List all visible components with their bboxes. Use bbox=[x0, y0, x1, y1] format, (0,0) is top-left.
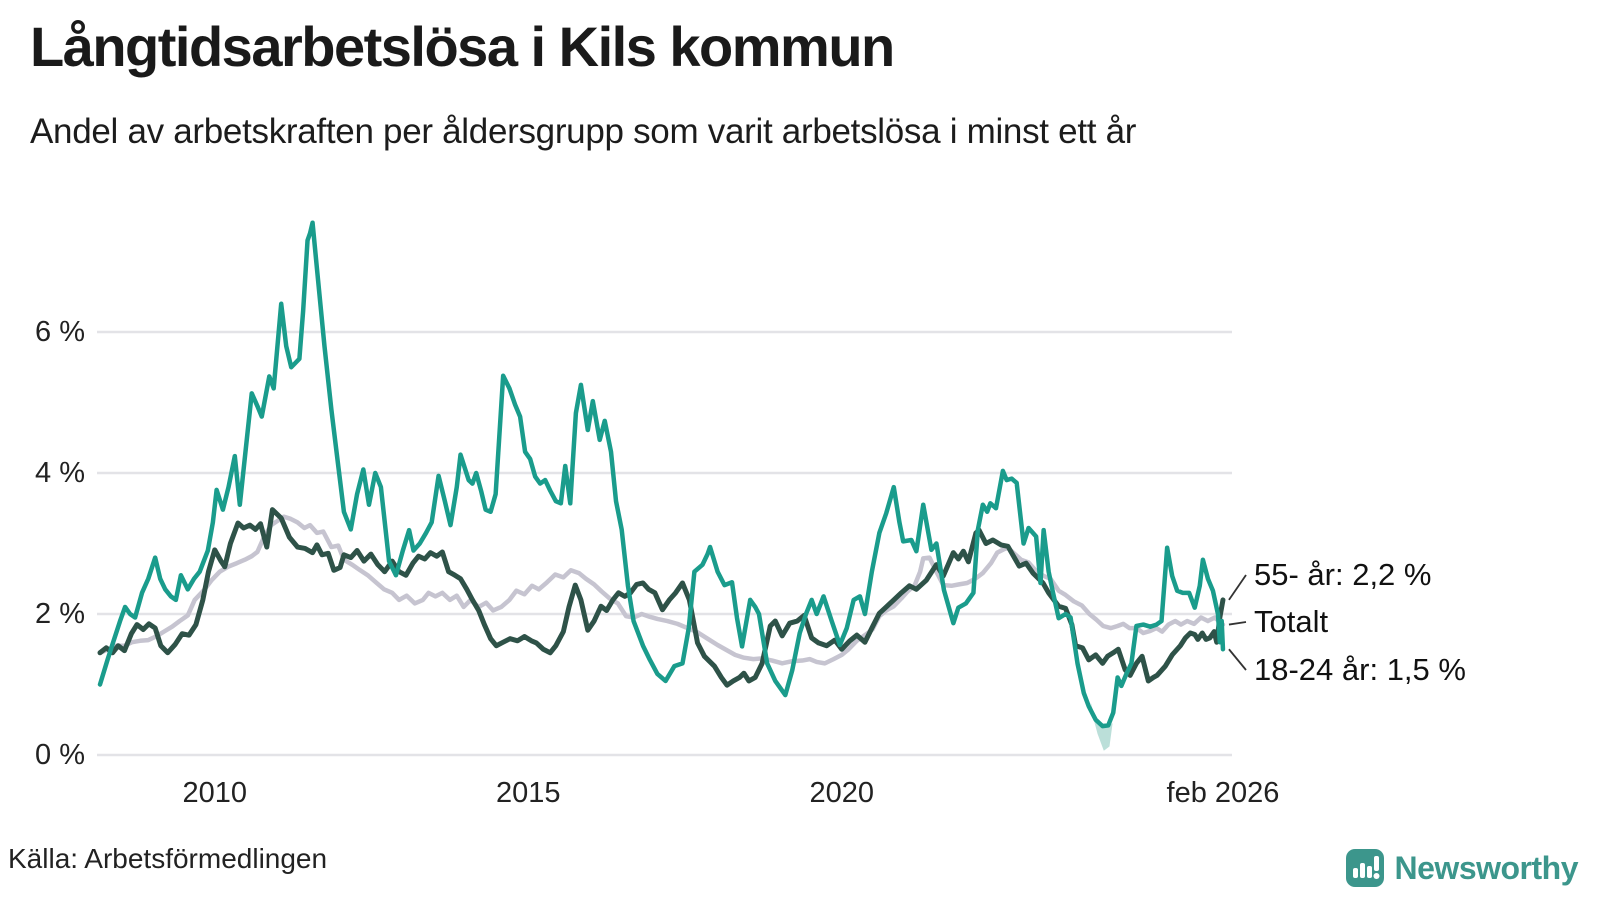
x-axis-label-feb-2026: feb 2026 bbox=[1166, 777, 1280, 809]
series-label-total: Totalt bbox=[1254, 604, 1329, 639]
y-axis-label-0: 0 % bbox=[35, 739, 85, 771]
brand-logo[interactable]: Newsworthy bbox=[1345, 848, 1579, 888]
series-label-s55: 55- år: 2,2 % bbox=[1254, 557, 1432, 592]
series-lines bbox=[97, 220, 1226, 729]
chart-title: Långtidsarbetslösa i Kils kommun bbox=[30, 15, 895, 78]
x-axis-label-2010: 2010 bbox=[182, 777, 247, 809]
chart-subtitle: Andel av arbetskraften per åldersgrupp s… bbox=[30, 112, 1137, 151]
newsworthy-icon bbox=[1345, 849, 1384, 887]
y-axis-label-2: 2 % bbox=[35, 598, 85, 630]
brand-name: Newsworthy bbox=[1394, 849, 1579, 886]
source-note: Källa: Arbetsförmedlingen bbox=[8, 843, 328, 874]
leader-line-s55 bbox=[1228, 574, 1247, 601]
annotation-leader-lines bbox=[1228, 574, 1247, 671]
x-axis-label-2020: 2020 bbox=[809, 777, 874, 809]
x-axis-label-2015: 2015 bbox=[495, 777, 561, 809]
series-line-s1824 bbox=[97, 220, 1226, 729]
leader-line-s1824 bbox=[1228, 648, 1247, 671]
leader-line-total bbox=[1228, 621, 1247, 626]
y-axis-label-4: 4 % bbox=[35, 457, 85, 489]
y-axis-label-6: 6 % bbox=[35, 316, 85, 348]
series-label-s1824: 18-24 år: 1,5 % bbox=[1254, 652, 1466, 687]
